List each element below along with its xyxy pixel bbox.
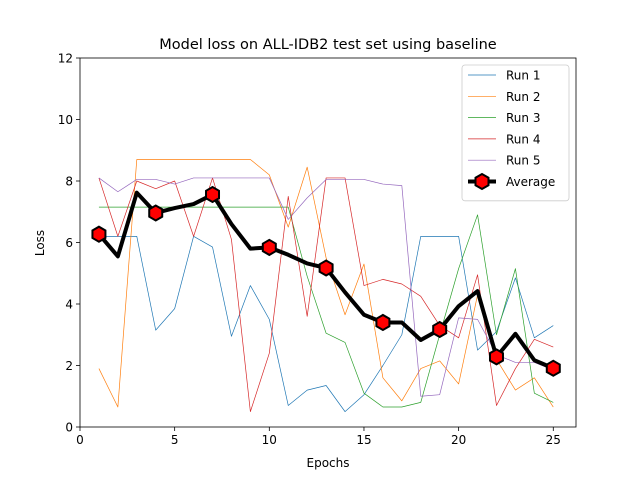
y-tick-label: 2 — [65, 359, 73, 373]
legend-label: Run 4 — [506, 132, 540, 146]
plot-area: 0 5 10 15 20 25 0 2 4 6 8 10 12 — [58, 52, 577, 447]
average-marker — [205, 185, 221, 204]
y-tick-label: 6 — [65, 236, 73, 250]
series-line-run-5 — [98, 177, 554, 397]
y-axis-label: Loss — [33, 230, 47, 256]
x-tick-label: 5 — [171, 433, 179, 447]
y-tick-label: 4 — [65, 298, 73, 312]
legend-label: Average — [506, 175, 555, 189]
x-tick-label: 25 — [546, 433, 561, 447]
x-tick-label: 10 — [262, 433, 277, 447]
series-line-run-1 — [98, 236, 554, 412]
y-tick-label: 10 — [58, 113, 73, 127]
y-tick-label: 8 — [65, 175, 73, 189]
average-marker — [488, 348, 504, 366]
average-marker — [91, 225, 107, 243]
legend-box — [461, 64, 570, 202]
legend: Run 1 Run 2 Run 3 Run 4 Run 5 Average — [461, 64, 570, 202]
x-tick-label: 20 — [451, 433, 466, 447]
x-axis-label: Epochs — [307, 456, 350, 470]
y-tick-label: 12 — [58, 52, 73, 66]
average-marker — [261, 238, 277, 257]
axes-frame — [79, 57, 577, 428]
x-tick-label: 0 — [76, 433, 84, 447]
series-line-run-4 — [98, 177, 554, 412]
series-group — [91, 159, 561, 412]
average-marker — [148, 204, 164, 222]
legend-marker — [474, 172, 490, 191]
legend-label: Run 3 — [506, 111, 540, 125]
y-tick-label: 0 — [65, 421, 73, 435]
average-marker — [318, 259, 334, 277]
average-marker — [432, 320, 448, 339]
legend-label: Run 5 — [506, 154, 540, 168]
average-marker — [375, 313, 391, 332]
x-tick-label: 15 — [356, 433, 371, 447]
legend-label: Run 2 — [506, 90, 540, 104]
chart-title: Model loss on ALL-IDB2 test set using ba… — [159, 37, 497, 53]
legend-label: Run 1 — [506, 69, 540, 83]
average-marker — [545, 359, 561, 377]
